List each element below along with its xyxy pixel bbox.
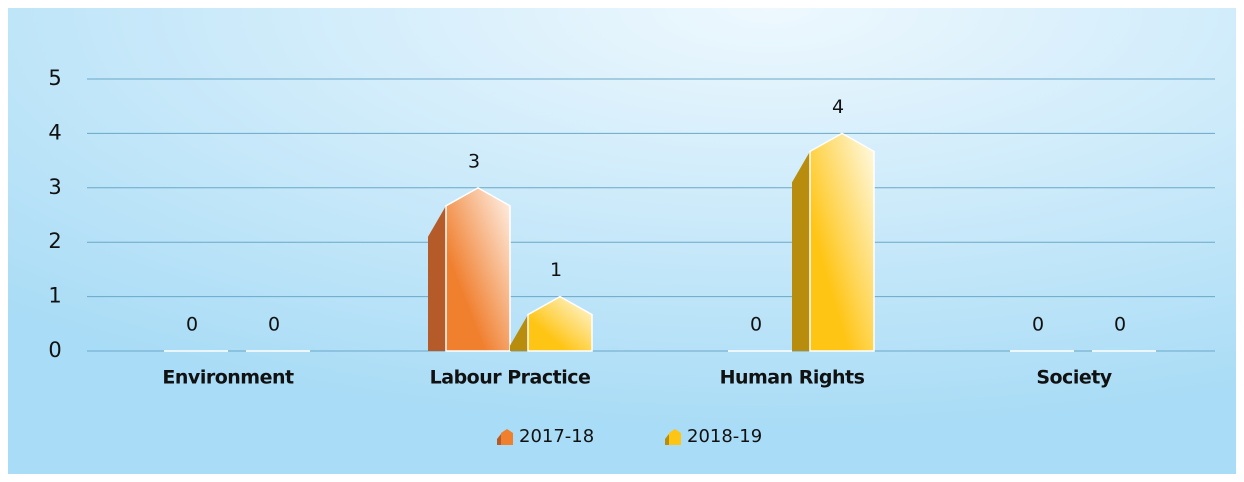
bar: [510, 295, 593, 352]
bar-side: [428, 205, 446, 351]
background: [8, 8, 1236, 474]
y-tick-label: 0: [48, 338, 61, 362]
y-tick-label: 5: [48, 66, 61, 90]
bar-front: [445, 186, 511, 352]
x-tick-label: Labour Practice: [430, 367, 591, 389]
data-label: 4: [832, 96, 844, 118]
legend-swatch: [669, 429, 681, 445]
data-label: 3: [468, 150, 480, 172]
data-label: 0: [1032, 314, 1044, 336]
data-label: 1: [550, 259, 562, 281]
legend-label: 2018-19: [687, 426, 762, 447]
data-label: 0: [268, 314, 280, 336]
legend-swatch-side: [665, 434, 669, 445]
data-label: 0: [1114, 314, 1126, 336]
y-tick-label: 3: [48, 175, 61, 199]
bar-side: [792, 151, 810, 351]
bar: [792, 132, 875, 352]
y-tick-label: 2: [48, 229, 61, 253]
x-tick-label: Human Rights: [720, 367, 865, 389]
x-tick-label: Society: [1036, 367, 1112, 389]
legend-label: 2017-18: [519, 426, 594, 447]
data-label: 0: [186, 314, 198, 336]
y-tick-label: 4: [48, 120, 61, 144]
data-label: 0: [750, 314, 762, 336]
legend-swatch: [501, 429, 513, 445]
legend-swatch-side: [497, 434, 501, 445]
bar-side: [510, 314, 528, 351]
x-tick-label: Environment: [162, 367, 294, 389]
bar-front: [527, 295, 593, 352]
bar: [428, 186, 511, 352]
bar-front: [809, 132, 875, 352]
y-tick-label: 1: [48, 284, 61, 308]
